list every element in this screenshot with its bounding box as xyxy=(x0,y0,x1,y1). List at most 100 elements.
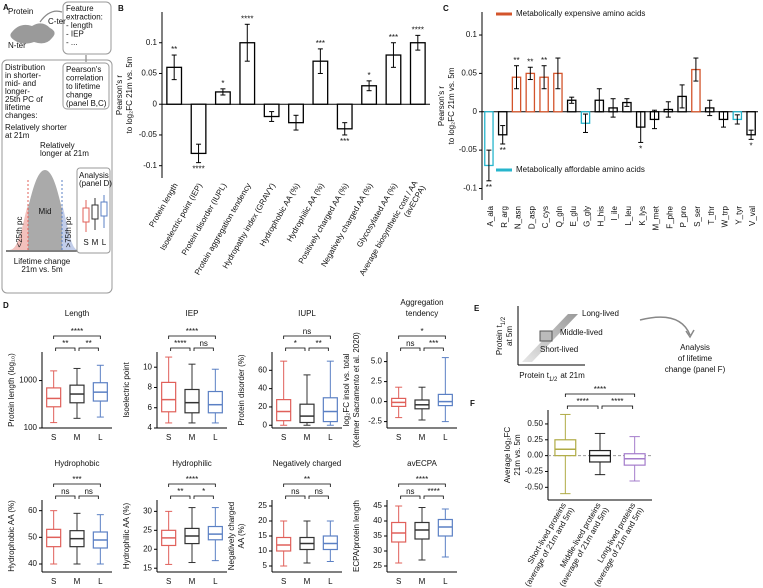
arrow xyxy=(639,316,691,336)
longer-text: Relatively xyxy=(40,141,75,150)
x-tick-label-group: M_met xyxy=(652,205,661,230)
lived-label: Short-lived xyxy=(540,345,578,354)
x-tick-label: Y_tyr xyxy=(734,206,743,225)
x-tick-label: M xyxy=(189,433,196,442)
x-tick-label: I_ile xyxy=(610,205,619,220)
y-label-group: Pearson's r xyxy=(115,75,124,116)
y-tick-label: 10 xyxy=(258,546,267,555)
y-tick-label: 15 xyxy=(143,563,152,572)
significance-bracket xyxy=(168,335,216,339)
significance: ns xyxy=(406,339,414,348)
significance: ** xyxy=(177,487,183,496)
y-axis-label: ECPA/protein length xyxy=(352,500,361,572)
analysis-text: change (panel F) xyxy=(665,365,726,374)
x-axis-label: 21m vs. 5m xyxy=(21,265,63,274)
feature-text: - ... xyxy=(66,38,78,47)
legend-label: Metabolically affordable amino acids xyxy=(516,165,645,174)
y-tick-label: 0.0 xyxy=(371,397,383,406)
significance: * xyxy=(639,145,642,154)
y-tick-label: -0.50 xyxy=(525,482,544,491)
x-tick-label: L xyxy=(443,433,448,442)
significance-bracket xyxy=(168,483,216,487)
pearson-text: Pearson's xyxy=(66,65,101,74)
shorter-text: at 21m xyxy=(5,131,30,140)
group-label: M xyxy=(92,238,99,247)
y-tick-label: 0.1 xyxy=(146,38,158,47)
feature-text: extraction: xyxy=(66,13,103,22)
significance-bracket xyxy=(285,495,306,499)
lived-label: Long-lived xyxy=(582,309,619,318)
x-tick-label: M xyxy=(304,433,311,442)
x-tick-label: S_ser xyxy=(693,206,702,227)
x-tick-label: Protein disorder (IUPL) xyxy=(180,181,229,257)
chart-title: Aggregation xyxy=(400,298,443,307)
y-label-group: to log₂FC 21m vs. 5m xyxy=(125,56,134,133)
significance: **** xyxy=(241,14,253,23)
x-tick-label: S xyxy=(396,577,401,586)
chart-title: Length xyxy=(65,309,89,318)
x-axis-label-part: at 21m xyxy=(560,371,585,380)
feature-text: - IEP xyxy=(66,30,84,39)
significance-bracket xyxy=(55,347,76,351)
x-axis-label-sub: 1/2 xyxy=(549,377,558,383)
panel-label: A xyxy=(3,3,9,12)
y-tick-label: 40 xyxy=(28,559,37,568)
x-tick-label: M xyxy=(419,433,426,442)
significance: ** xyxy=(513,56,519,65)
mini-boxplots xyxy=(82,195,108,232)
x-tick-label: K_lys xyxy=(638,206,647,226)
x-tick-label-group: G_gly xyxy=(583,206,592,227)
x-tick-label: D_asp xyxy=(527,205,536,229)
y-tick-label: 40 xyxy=(373,516,382,525)
significance: ** xyxy=(86,339,92,348)
box xyxy=(46,387,62,408)
shorter-text: Relatively shorter xyxy=(5,123,67,132)
significance: ** xyxy=(62,339,68,348)
significance-bracket xyxy=(285,347,306,351)
x-tick-label: L xyxy=(98,577,103,586)
x-tick-label: H_his xyxy=(596,206,605,226)
analysis-text: (panel D) xyxy=(79,179,112,188)
y-axis-label: 21m vs. 5m xyxy=(513,434,522,476)
significance: ns xyxy=(61,487,69,496)
x-tick-label: M xyxy=(304,577,311,586)
middle-box xyxy=(539,330,553,342)
y-label-group: AA (%) xyxy=(237,523,246,548)
significance: **** xyxy=(594,385,606,394)
y-tick-label: 0.50 xyxy=(527,419,543,428)
x-tick-label-group: R_arg xyxy=(500,206,509,228)
distribution-text: lifetime xyxy=(5,103,31,112)
box xyxy=(437,393,453,407)
y-tick-label: 1000 xyxy=(19,376,37,385)
box xyxy=(554,439,577,457)
x-tick-label: S xyxy=(166,577,171,586)
significance: **** xyxy=(186,327,198,336)
x-tick-label: C_cys xyxy=(541,206,550,228)
y-tick-label: 45 xyxy=(373,501,382,510)
y-label-group: ECPA/protein length xyxy=(352,500,361,572)
chart-title: Negatively charged xyxy=(273,459,341,468)
x-tick-label-group: Protein disorder (IUPL) xyxy=(180,181,229,257)
y-axis-label: AA (%) xyxy=(237,523,246,548)
x-tick-label-group: Y_tyr xyxy=(734,206,743,225)
arrow-head xyxy=(685,329,695,339)
significance-bracket xyxy=(398,335,446,339)
y-axis-label: Negatively charged xyxy=(227,502,236,570)
y-label-group: Pearson's r xyxy=(437,86,446,127)
significance-bracket xyxy=(55,495,76,499)
y-axis-label: to log₂FC 21m vs. 5m xyxy=(447,67,456,144)
y-axis-label: Average log₂FC xyxy=(503,427,512,484)
analysis-text: Analysis xyxy=(680,343,710,352)
y-tick-label: 4 xyxy=(148,423,153,432)
y-tick-label: 60 xyxy=(258,365,267,374)
significance: **** xyxy=(611,397,623,406)
x-tick-label: S xyxy=(281,577,286,586)
x-tick-label: L xyxy=(328,577,333,586)
panel-label: D xyxy=(3,301,9,310)
significance-bracket xyxy=(53,335,101,339)
lived-label: Middle-lived xyxy=(560,328,603,337)
box xyxy=(322,397,338,423)
significance: **** xyxy=(71,327,83,336)
x-tick-label-group: N_asn xyxy=(514,206,523,229)
